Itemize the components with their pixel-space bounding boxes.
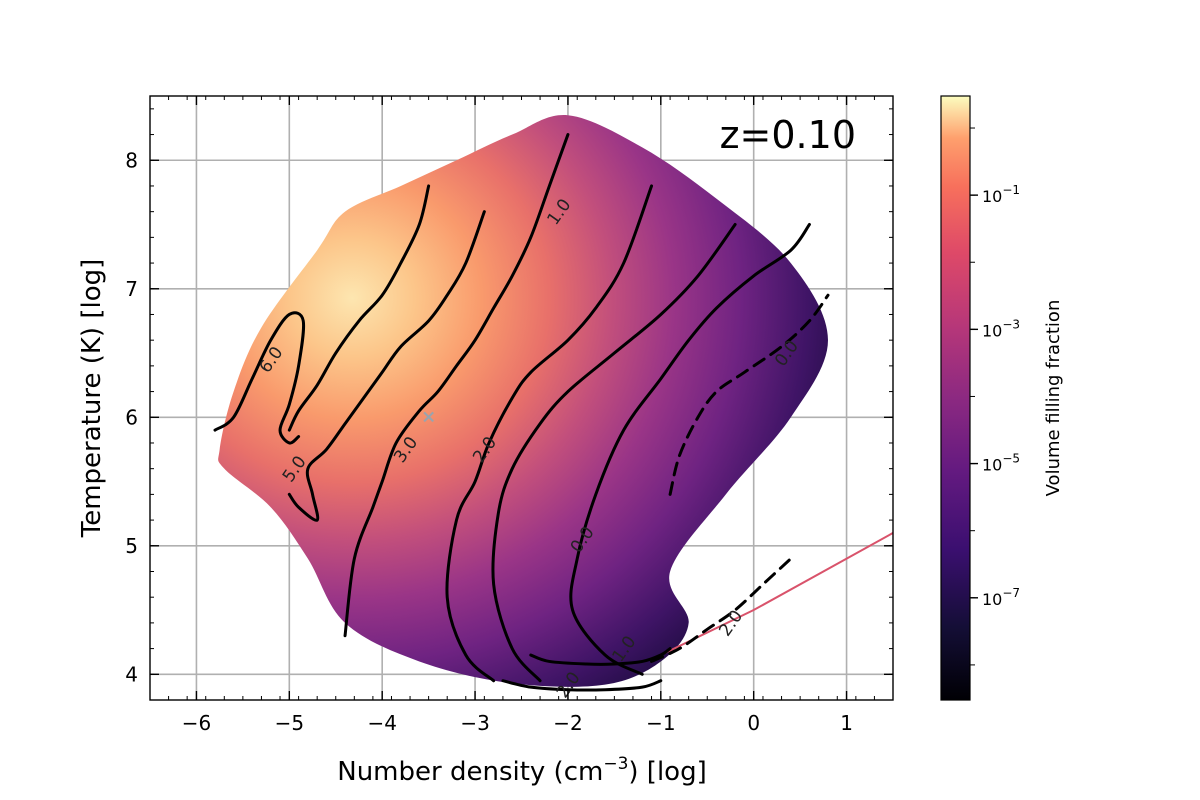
contour-lines (213, 133, 830, 692)
x-axis-label-suffix: ) [log] (628, 757, 706, 787)
y-tick-label: 6 (125, 405, 138, 429)
colorbar-tick-label: 10−3 (982, 317, 1020, 340)
x-tick-label: −1 (646, 711, 675, 735)
colorbar: 10−1 10−3 10−5 10−7 Volume filling fraction (940, 95, 1064, 701)
colorbar-ticks: 10−1 10−3 10−5 10−7 (970, 127, 1020, 666)
colorbar-tick-label: 10−5 (982, 452, 1020, 475)
y-tick-label: 4 (125, 662, 138, 686)
x-tick-label: −5 (275, 711, 304, 735)
x-tick-label: −4 (367, 711, 396, 735)
y-axis-label: Temperature (K) [log] (77, 259, 107, 538)
x-tick-label: −6 (182, 711, 211, 735)
contour-line (213, 311, 306, 445)
contour-line (650, 557, 793, 663)
x-axis-label-sup: −3 (603, 754, 628, 774)
x-tick-label: −2 (553, 711, 582, 735)
contour-line (287, 184, 431, 432)
x-tick-label: 0 (747, 711, 760, 735)
plot-area: 6.05.03.0 2.01.00.00.01.02.02.0 × −6 −5 −4−… (125, 95, 894, 735)
contour-line (491, 223, 737, 683)
y-tick-label: 7 (125, 277, 138, 301)
y-tick-label: 5 (125, 534, 138, 558)
x-axis-label: Number density (cm−3) [log] (337, 754, 706, 787)
contour-line (501, 679, 663, 692)
colorbar-label: Volume filling fraction (1043, 300, 1064, 497)
y-tick-label: 8 (125, 148, 138, 172)
reference-marker: × (421, 406, 436, 427)
axis-ticks: −6 −5 −4 −3 −2 −1 0 1 4 5 6 7 8 (125, 96, 894, 735)
redshift-annotation: z=0.10 (720, 113, 856, 157)
density-heatmap-region (218, 115, 828, 687)
contour-line (668, 293, 830, 496)
contour-line (569, 223, 811, 676)
contour-line (529, 647, 672, 666)
contour-line (445, 184, 654, 683)
contour-line (287, 210, 486, 522)
x-axis-label-main: Number density (cm (337, 757, 603, 787)
contour-line (343, 133, 570, 638)
x-tick-label: −3 (460, 711, 489, 735)
colorbar-tick-label: 10−7 (982, 586, 1020, 609)
colorbar-tick-label: 10−1 (982, 183, 1020, 206)
colorbar-gradient (940, 95, 971, 701)
x-tick-label: 1 (840, 711, 853, 735)
contour-label: 2.0 (715, 607, 747, 641)
